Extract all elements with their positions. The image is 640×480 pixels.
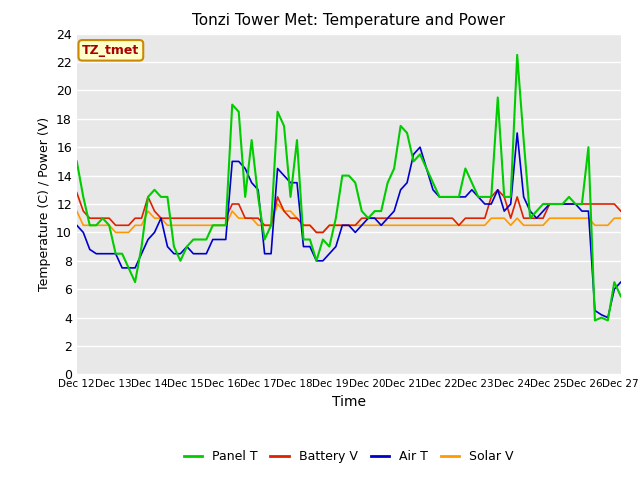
Air T [73, 222, 81, 228]
Y-axis label: Temperature (C) / Power (V): Temperature (C) / Power (V) [38, 117, 51, 291]
Solar V [268, 222, 275, 228]
Battery V [73, 190, 81, 195]
Battery V [617, 208, 625, 214]
Battery V [598, 201, 605, 207]
Air T [345, 222, 353, 228]
Battery V [351, 222, 359, 228]
Air T [260, 251, 268, 257]
Air T [164, 244, 172, 250]
Solar V [617, 216, 625, 221]
Battery V [260, 222, 268, 228]
Solar V [358, 222, 365, 228]
Line: Panel T: Panel T [77, 55, 621, 321]
Panel T [598, 315, 605, 321]
Air T [617, 279, 625, 285]
Panel T [591, 318, 599, 324]
Panel T [241, 194, 249, 200]
Line: Battery V: Battery V [77, 190, 621, 232]
Panel T [235, 109, 243, 115]
Panel T [164, 194, 172, 200]
Solar V [598, 222, 605, 228]
Text: TZ_tmet: TZ_tmet [82, 44, 140, 57]
Battery V [312, 229, 320, 235]
Panel T [617, 293, 625, 299]
Legend: Panel T, Battery V, Air T, Solar V: Panel T, Battery V, Air T, Solar V [179, 445, 519, 468]
Panel T [513, 52, 521, 58]
Panel T [73, 158, 81, 164]
Battery V [164, 216, 172, 221]
Panel T [345, 173, 353, 179]
Air T [241, 166, 249, 171]
Air T [513, 130, 521, 136]
Line: Solar V: Solar V [77, 204, 621, 232]
Solar V [248, 216, 255, 221]
Line: Air T: Air T [77, 133, 621, 318]
Battery V [241, 216, 249, 221]
Panel T [260, 237, 268, 242]
Title: Tonzi Tower Met: Temperature and Power: Tonzi Tower Met: Temperature and Power [192, 13, 506, 28]
Solar V [241, 216, 249, 221]
Battery V [235, 201, 243, 207]
Battery V [494, 187, 502, 192]
Solar V [73, 208, 81, 214]
Air T [591, 308, 599, 313]
Solar V [112, 229, 120, 235]
X-axis label: Time: Time [332, 395, 366, 409]
Air T [235, 158, 243, 164]
Air T [604, 315, 612, 321]
Solar V [274, 201, 282, 207]
Solar V [170, 222, 178, 228]
